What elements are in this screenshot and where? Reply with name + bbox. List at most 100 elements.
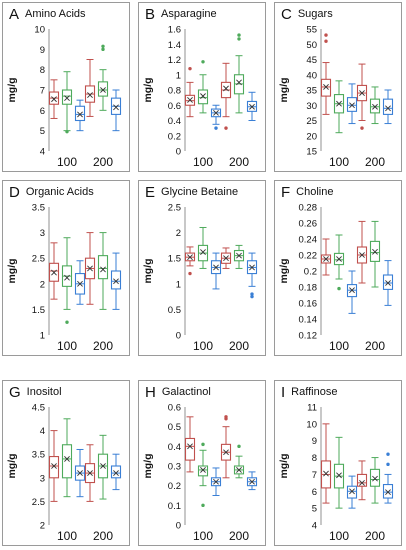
panel-c-title: C Sugars: [281, 6, 333, 23]
mean-marker: [349, 102, 355, 109]
box-red-100: [48, 242, 60, 300]
y-axis-label: mg/g: [6, 453, 18, 478]
box-red-100: [184, 416, 196, 473]
x-category-label: 200: [93, 155, 113, 169]
y-tick-label: 0.22: [299, 251, 318, 262]
y-tick-label: 2: [40, 521, 45, 532]
y-tick-label: 15: [306, 147, 317, 158]
iqr-box: [369, 468, 381, 487]
y-tick-label: 1.2: [168, 55, 181, 66]
y-tick-label: 30: [306, 101, 317, 112]
iqr-box: [320, 78, 332, 97]
mean-marker: [77, 280, 83, 287]
iqr-box: [184, 437, 196, 461]
box-green-200: [369, 220, 381, 288]
iqr-box: [382, 274, 394, 290]
outlier-point: [237, 33, 241, 37]
y-tick-label: 1.6: [168, 25, 181, 36]
mean-marker: [236, 79, 242, 86]
y-tick-label: 3: [40, 473, 45, 484]
chart-svg: 1 1.5 2 2.5 3 3.5 mg/g 100 200: [6, 203, 122, 353]
mean-marker: [336, 100, 342, 107]
y-tick-label: 55: [306, 25, 317, 36]
y-tick-label: 4: [312, 521, 317, 532]
panel-e: E Glycine Betaine 0 0.5 1 1.5 2 2.5 mg/g 100 200: [138, 180, 266, 356]
panel-h-title: H Galactinol: [145, 384, 211, 401]
y-tick-label: 9: [40, 45, 45, 56]
box-blue-200: [382, 452, 394, 504]
mean-marker: [187, 443, 193, 450]
y-tick-label: 45: [306, 55, 317, 66]
y-tick-label: 3.5: [32, 203, 45, 214]
mean-marker: [87, 470, 93, 476]
chart-svg: 0.12 0.14 0.16 0.18 0.2 0.22 0.24 0.26 0.28 mg/g 1…: [278, 203, 394, 353]
y-tick-label: 0.6: [168, 403, 181, 414]
outlier-point: [101, 44, 105, 48]
y-axis-label: mg/g: [142, 258, 154, 283]
chart-svg: 0 0.2 0.4 0.6 0.8 1 1.2 1.4 1.6 mg/g 100 200: [142, 25, 258, 169]
y-tick-label: 0.14: [299, 315, 318, 326]
box-blue-100: [346, 83, 358, 125]
panel-b-title: B Asparagine: [145, 6, 217, 23]
box-red-200: [84, 232, 96, 305]
mean-marker: [64, 274, 70, 281]
mean-marker: [64, 95, 70, 102]
box-blue-100: [346, 475, 358, 509]
chart-svg: 2 2.5 3 3.5 4 4.5 mg/g 100 200: [6, 403, 122, 543]
y-tick-label: 1.5: [168, 254, 181, 265]
box-green-100: [197, 60, 209, 114]
mean-marker: [223, 449, 229, 456]
mean-marker: [385, 105, 391, 112]
y-tick-label: 0: [176, 521, 181, 532]
y-tick-label: 0.3: [168, 462, 181, 473]
box-red-200: [356, 63, 368, 130]
box-green-200: [233, 33, 245, 114]
mean-marker: [77, 470, 83, 476]
mean-marker: [336, 256, 342, 262]
outlier-point: [250, 294, 254, 299]
x-category-label: 200: [229, 155, 249, 169]
y-tick-label: 1: [40, 331, 45, 342]
iqr-box: [197, 89, 209, 105]
x-category-label: 200: [365, 529, 385, 543]
box-blue-200: [110, 252, 122, 310]
mean-marker: [372, 475, 378, 482]
y-axis-label: mg/g: [278, 77, 290, 102]
box-red-200: [220, 62, 232, 130]
mean-marker: [213, 264, 219, 271]
iqr-box: [110, 465, 122, 479]
y-tick-label: 0.6: [168, 101, 181, 112]
y-tick-label: 35: [306, 86, 317, 97]
x-category-label: 100: [57, 339, 77, 353]
mean-marker: [100, 266, 106, 273]
box-green-200: [233, 244, 245, 269]
box-red-100: [320, 423, 332, 504]
box-red-200: [220, 415, 232, 479]
iqr-box: [110, 270, 122, 290]
x-category-label: 100: [57, 529, 77, 543]
mean-marker: [187, 254, 193, 261]
box-red-200: [356, 220, 368, 284]
outlier-point: [201, 442, 205, 447]
y-tick-label: 2.5: [32, 254, 45, 265]
x-category-label: 100: [193, 155, 213, 169]
y-tick-label: 0.26: [299, 219, 318, 230]
y-tick-label: 3: [40, 228, 45, 239]
outlier-point: [201, 60, 205, 64]
mean-marker: [64, 456, 70, 462]
box-red-100: [48, 79, 60, 119]
y-tick-label: 5: [40, 126, 45, 137]
x-category-label: 100: [329, 155, 349, 169]
y-tick-label: 0.4: [168, 442, 181, 453]
outlier-point: [214, 126, 218, 130]
iqr-box: [346, 485, 358, 499]
y-tick-label: 8: [40, 65, 45, 76]
y-tick-label: 0: [176, 147, 181, 158]
panel-i-title: I Raffinose: [281, 384, 338, 401]
box-red-100: [320, 238, 332, 276]
outlier-point: [237, 37, 241, 41]
mean-marker: [349, 488, 355, 495]
mean-marker: [359, 90, 365, 96]
outlier-point: [237, 444, 241, 449]
outlier-point: [65, 320, 69, 324]
